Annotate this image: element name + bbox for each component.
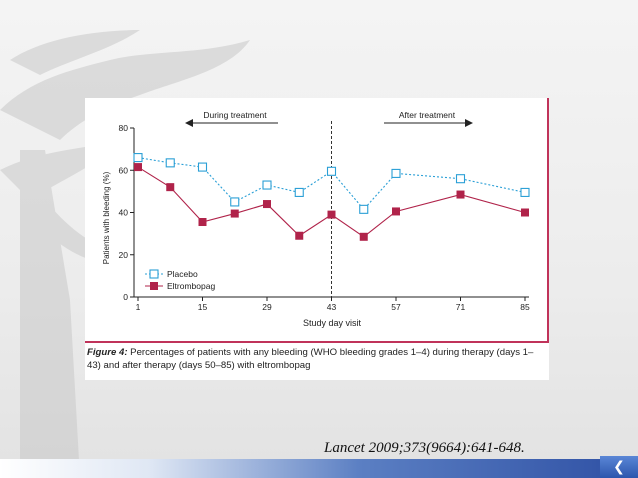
x-tick-label-29: 29 (262, 302, 272, 312)
placebo-series-line (137, 157, 526, 211)
y-tick-label-0: 0 (123, 292, 128, 302)
y-tick-label-20: 20 (119, 250, 129, 260)
after-treatment-arrowhead (465, 119, 473, 127)
previous-slide-button[interactable]: ❮ (600, 456, 638, 478)
x-tick-label-71: 71 (456, 302, 466, 312)
x-axis-label: Study day visit (303, 318, 362, 328)
eltrombopag-point (521, 208, 529, 217)
figure-caption-label: Figure 4: (87, 347, 128, 358)
placebo-point (455, 174, 466, 184)
footer-bar (0, 459, 600, 478)
placebo-point (391, 168, 401, 178)
eltrombopag-point (166, 183, 175, 192)
placebo-point (520, 187, 530, 197)
legend-eltrombopag-marker (150, 282, 158, 290)
during-treatment-label: During treatment (203, 110, 267, 120)
figure-caption: Figure 4: Percentages of patients with a… (87, 346, 547, 372)
placebo-point (230, 197, 240, 207)
placebo-point (165, 158, 175, 168)
x-tick-label-15: 15 (198, 302, 208, 312)
x-tick-label-1: 1 (136, 302, 141, 312)
citation-text: Lancet 2009;373(9664):641-648. (324, 440, 525, 456)
legend-placebo-label: Placebo (167, 269, 198, 279)
bleeding-line-chart: Patients with bleeding (%) Study day vis… (102, 110, 530, 328)
eltrombopag-point (198, 218, 207, 227)
eltrombopag-point (295, 231, 304, 240)
figure-card: Patients with bleeding (%) Study day vis… (85, 98, 549, 380)
y-tick-label-80: 80 (119, 123, 129, 133)
x-tick-label-57: 57 (391, 302, 401, 312)
placebo-point (294, 187, 304, 197)
eltrombopag-point (230, 209, 239, 218)
during-treatment-arrowhead (185, 119, 193, 127)
eltrombopag-point (134, 163, 142, 172)
placebo-point (133, 153, 143, 163)
eltrombopag-point (392, 207, 400, 216)
placebo-point (197, 162, 208, 172)
y-axis-label: Patients with bleeding (%) (102, 171, 111, 264)
x-tick-label-43: 43 (327, 302, 337, 312)
eltrombopag-point (359, 232, 368, 241)
placebo-point (262, 180, 272, 190)
after-treatment-annotation: After treatment (384, 110, 473, 127)
chart-legend: Placebo Eltrombopag (145, 269, 215, 291)
after-treatment-label: After treatment (399, 110, 456, 120)
legend-eltrombopag-label: Eltrombopag (167, 281, 215, 291)
placebo-point (326, 166, 337, 176)
placebo-point (359, 204, 369, 214)
eltrombopag-point (327, 210, 336, 219)
eltrombopag-point (456, 190, 465, 199)
y-tick-label-40: 40 (119, 208, 129, 218)
legend-placebo-marker (149, 269, 159, 279)
chart-frame: Patients with bleeding (%) Study day vis… (85, 98, 549, 343)
y-tick-label-60: 60 (119, 165, 129, 175)
during-treatment-annotation: During treatment (185, 110, 278, 127)
eltrombopag-point (263, 200, 271, 209)
x-tick-label-85: 85 (520, 302, 530, 312)
figure-caption-text: Percentages of patients with any bleedin… (87, 347, 534, 371)
